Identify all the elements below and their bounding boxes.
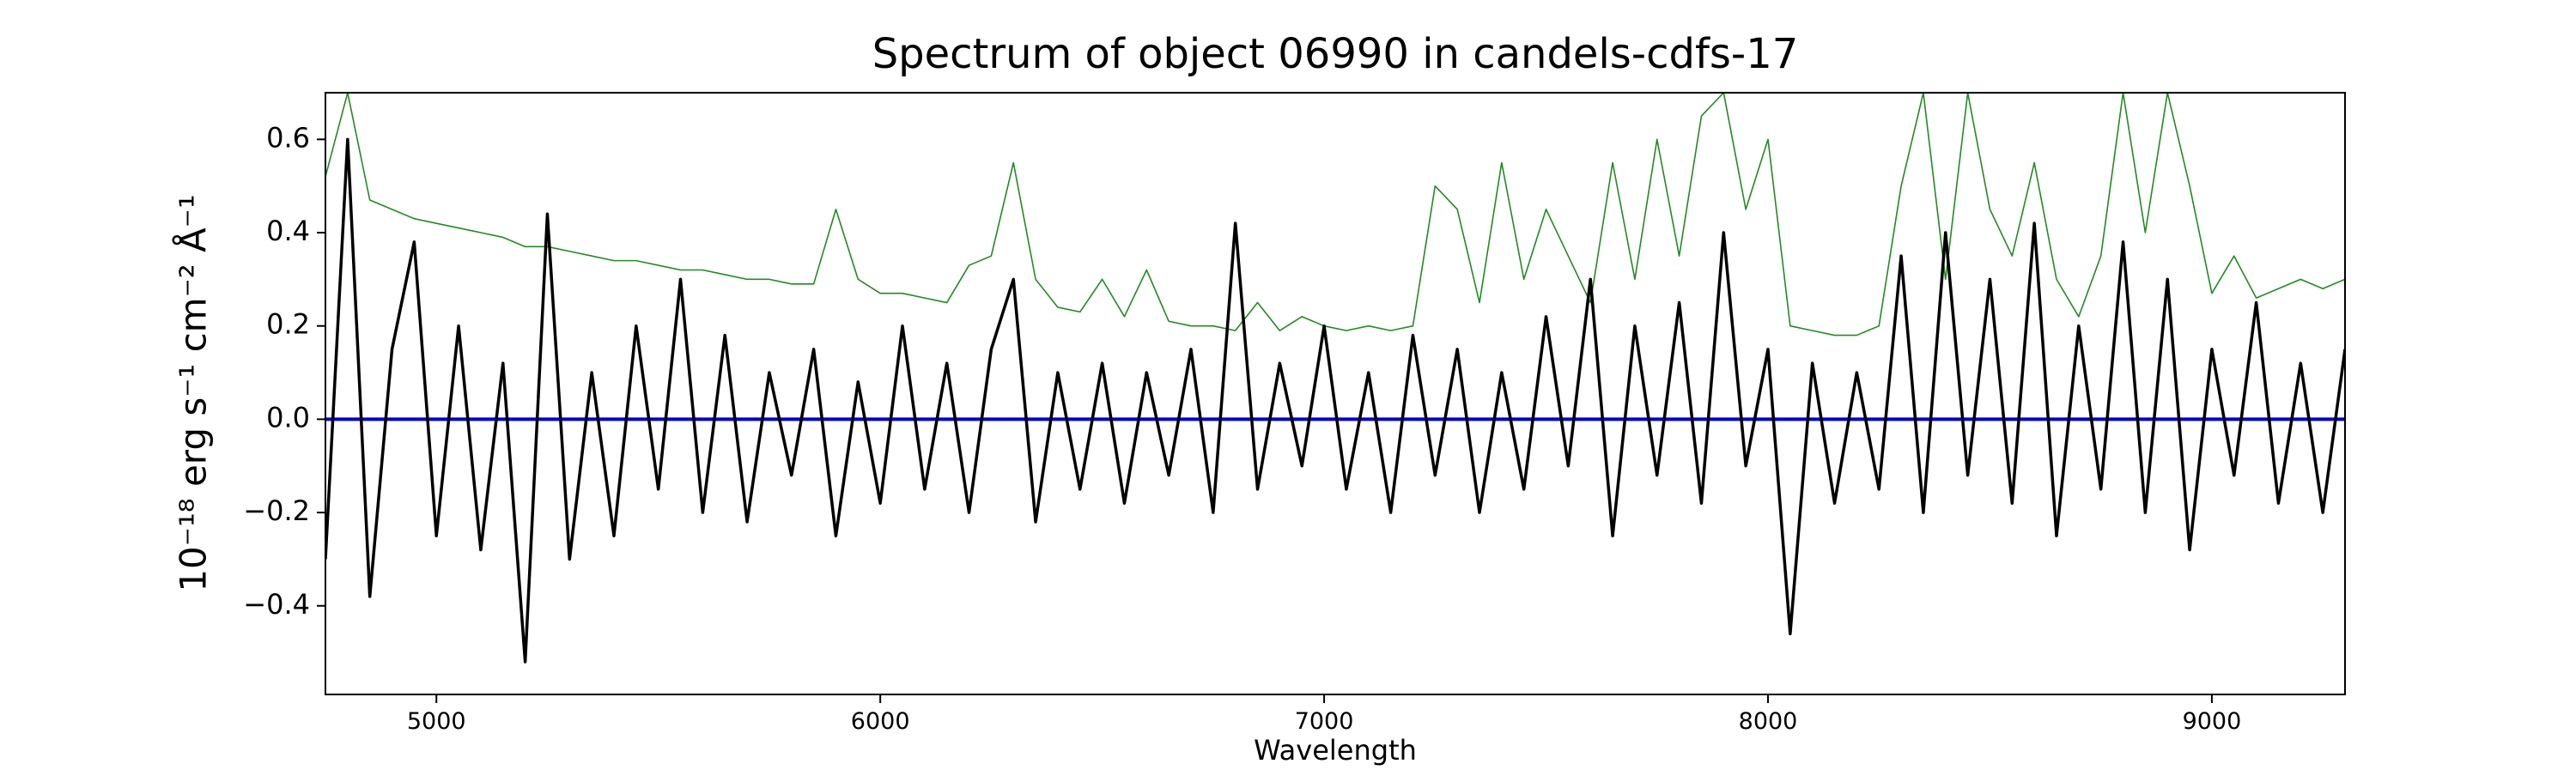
y-tick-label: 0.4 <box>266 215 310 247</box>
x-tick-label: 7000 <box>1295 708 1354 735</box>
y-tick-label: −0.2 <box>243 494 310 527</box>
spectrum-line <box>325 93 2345 336</box>
y-tick-label: −0.4 <box>243 588 310 621</box>
spectrum-line <box>325 137 2345 664</box>
x-tick-label: 9000 <box>2183 708 2242 735</box>
y-tick-label: 0.0 <box>266 401 310 433</box>
y-tick-label: 0.2 <box>266 308 310 341</box>
x-axis-label: Wavelength <box>1254 734 1417 767</box>
plot-area <box>325 93 2345 664</box>
x-tick-label: 8000 <box>1739 708 1798 735</box>
x-tick-label: 6000 <box>851 708 910 735</box>
y-axis-label: 10⁻¹⁸ erg s⁻¹ cm⁻² Å⁻¹ <box>172 194 215 591</box>
axes-frame <box>325 92 2346 695</box>
y-tick-label: 0.6 <box>266 121 310 154</box>
chart-title: Spectrum of object 06990 in candels-cdfs… <box>872 30 1799 78</box>
x-tick-label: 5000 <box>407 708 466 735</box>
